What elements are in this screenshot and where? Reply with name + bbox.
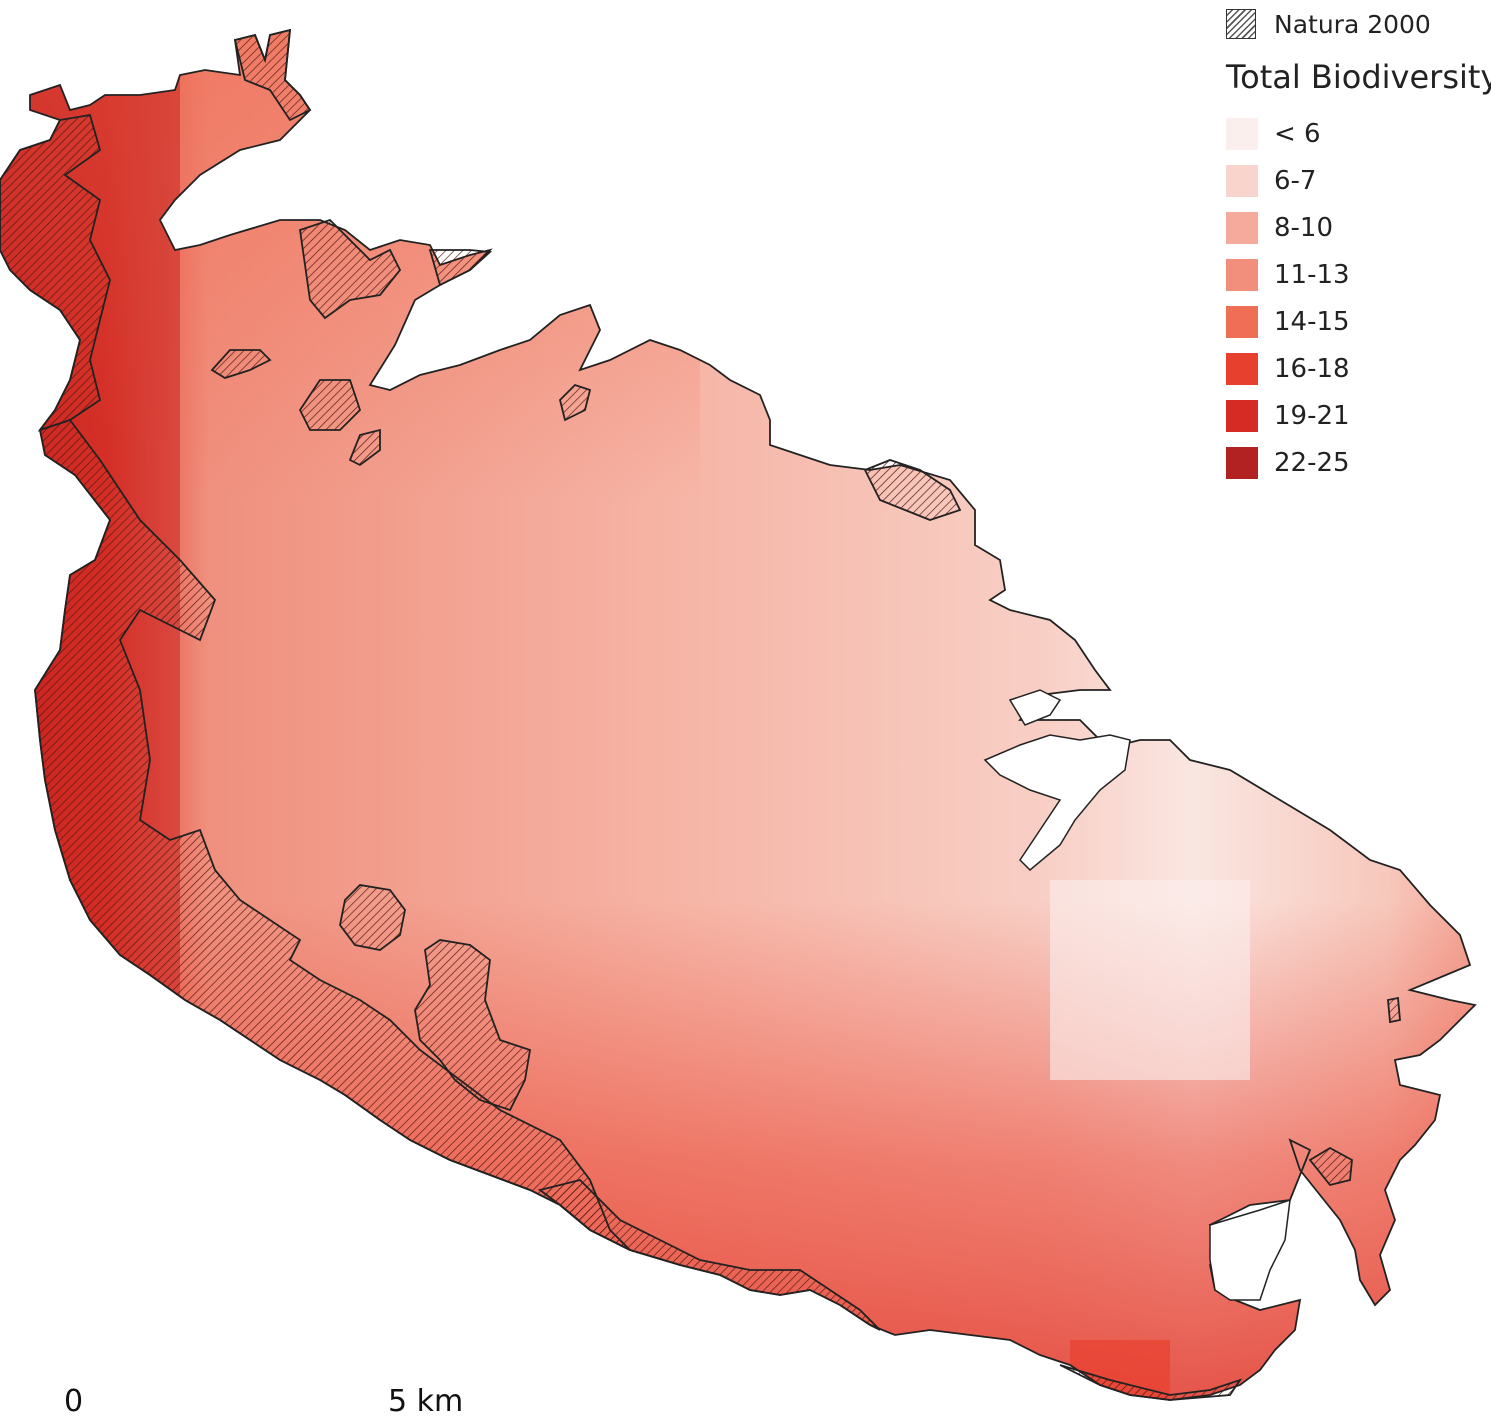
legend-class-row: 6-7 xyxy=(1226,157,1486,204)
legend-class-label: 11-13 xyxy=(1274,259,1350,290)
legend-class-row: 8-10 xyxy=(1226,204,1486,251)
legend-class-label: 8-10 xyxy=(1274,212,1334,243)
legend-class-row: 14-15 xyxy=(1226,298,1486,345)
map-legend: Natura 2000 Total Biodiversity < 6 6-7 8-1… xyxy=(1226,6,1491,486)
legend-class-swatch xyxy=(1226,258,1258,291)
legend-class-swatch xyxy=(1226,211,1258,244)
legend-natura-row: Natura 2000 xyxy=(1226,6,1486,42)
legend-class-label: 22-25 xyxy=(1274,447,1350,478)
legend-class-swatch xyxy=(1226,399,1258,432)
legend-class-row: < 6 xyxy=(1226,110,1486,157)
bays-water xyxy=(983,689,1291,1301)
legend-class-swatch xyxy=(1226,164,1258,197)
legend-class-label: 6-7 xyxy=(1274,165,1317,196)
legend-class-row: 16-18 xyxy=(1226,345,1486,392)
legend-title: Total Biodiversity xyxy=(1226,58,1491,96)
legend-class-label: 19-21 xyxy=(1274,400,1350,431)
legend-class-row: 19-21 xyxy=(1226,392,1486,439)
legend-class-label: < 6 xyxy=(1274,118,1321,149)
natura-2000-areas xyxy=(0,28,1401,1401)
legend-class-row: 22-25 xyxy=(1226,439,1486,486)
legend-class-swatch xyxy=(1226,305,1258,338)
legend-class-swatch xyxy=(1226,352,1258,385)
legend-natura-label: Natura 2000 xyxy=(1274,9,1431,39)
legend-class-label: 14-15 xyxy=(1274,306,1350,337)
legend-class-swatch xyxy=(1226,117,1258,150)
legend-class-label: 16-18 xyxy=(1274,353,1350,384)
legend-class-row: 11-13 xyxy=(1226,251,1486,298)
legend-classes: < 6 6-7 8-10 11-13 14-15 16-18 19-21 22-25 xyxy=(1226,110,1486,486)
natura-hatch-swatch xyxy=(1226,9,1256,39)
scale-start-label: 0 xyxy=(64,1384,84,1419)
scale-end-label: 5 km xyxy=(388,1384,464,1419)
legend-class-swatch xyxy=(1226,446,1258,479)
